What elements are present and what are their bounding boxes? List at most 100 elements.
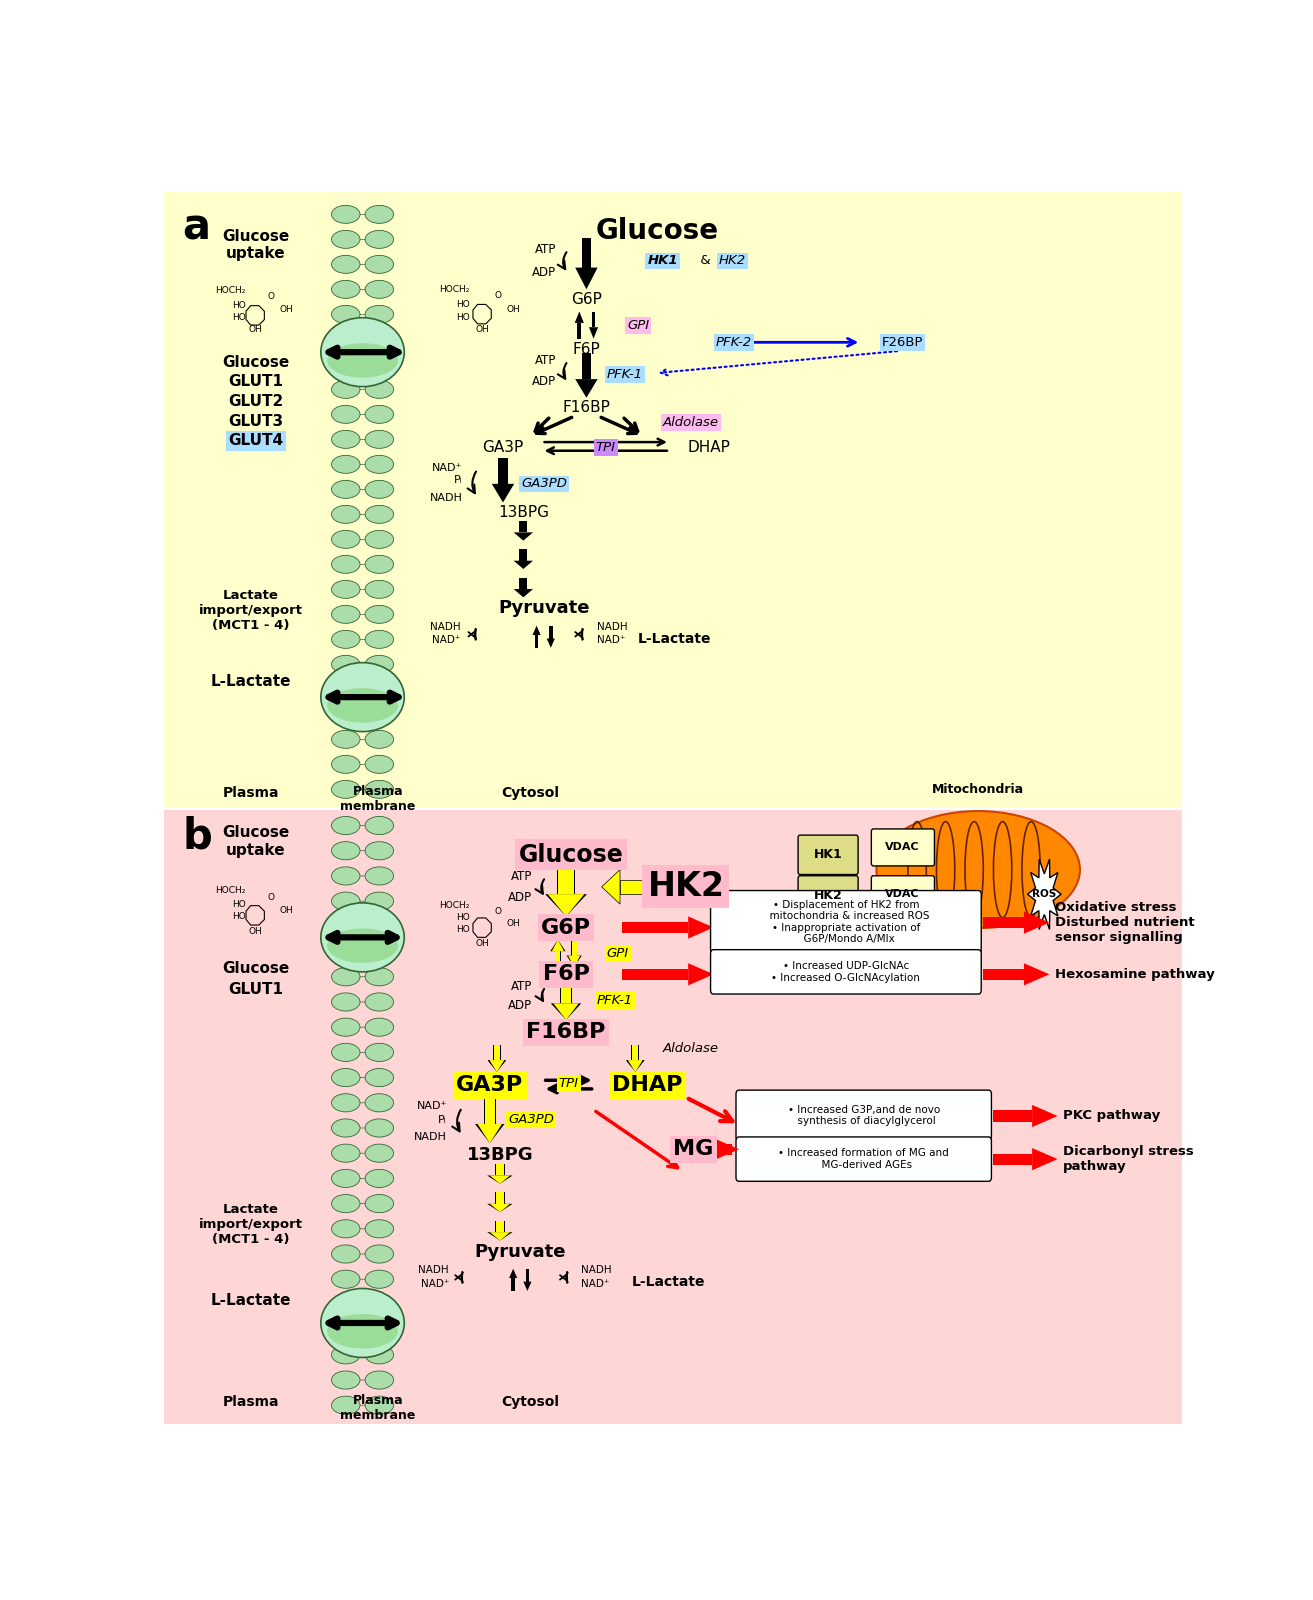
Text: ADP: ADP <box>532 266 555 278</box>
Ellipse shape <box>365 256 394 274</box>
Ellipse shape <box>365 630 394 648</box>
Text: DHAP: DHAP <box>612 1075 683 1094</box>
Ellipse shape <box>331 630 360 648</box>
Ellipse shape <box>365 893 394 910</box>
Polygon shape <box>487 1203 512 1213</box>
Text: ROS: ROS <box>1032 890 1057 899</box>
Ellipse shape <box>331 1320 360 1339</box>
Bar <box>495 1192 506 1203</box>
Polygon shape <box>478 1123 502 1142</box>
Text: Glucose: Glucose <box>222 960 289 976</box>
Ellipse shape <box>365 656 394 674</box>
Text: PKC pathway: PKC pathway <box>1062 1109 1159 1123</box>
Polygon shape <box>513 560 533 570</box>
Text: Hexosamine pathway: Hexosamine pathway <box>1054 968 1215 981</box>
Ellipse shape <box>331 680 360 698</box>
Text: NAD⁺: NAD⁺ <box>432 462 462 474</box>
Polygon shape <box>714 1138 739 1160</box>
Text: GA3PD: GA3PD <box>508 1114 554 1126</box>
Text: GLUT1: GLUT1 <box>228 982 284 997</box>
Bar <box>620 880 642 894</box>
Text: Lactate
import/export
(MCT1 - 4): Lactate import/export (MCT1 - 4) <box>198 1203 302 1246</box>
Text: NADH: NADH <box>429 493 462 502</box>
Ellipse shape <box>331 994 360 1011</box>
Polygon shape <box>551 939 565 952</box>
Text: GLUT2: GLUT2 <box>228 394 284 410</box>
Ellipse shape <box>331 942 360 960</box>
Text: Glucose
uptake: Glucose uptake <box>222 826 289 858</box>
Text: NAD⁺: NAD⁺ <box>420 1278 449 1288</box>
Polygon shape <box>626 1061 645 1072</box>
Text: HO: HO <box>232 912 246 922</box>
Bar <box>558 864 574 894</box>
Ellipse shape <box>331 555 360 573</box>
Ellipse shape <box>331 1043 360 1061</box>
Bar <box>561 981 571 1003</box>
Ellipse shape <box>365 1118 394 1138</box>
Text: OH: OH <box>475 325 490 334</box>
Text: Oxidative stress
Disturbed nutrient
sensor signalling: Oxidative stress Disturbed nutrient sens… <box>1054 901 1194 944</box>
Text: NAD⁺: NAD⁺ <box>432 635 461 645</box>
Bar <box>494 1045 500 1061</box>
Ellipse shape <box>365 942 394 960</box>
FancyBboxPatch shape <box>872 875 935 912</box>
Ellipse shape <box>331 1195 360 1213</box>
Text: Cytosol: Cytosol <box>502 1395 559 1410</box>
Text: NADH: NADH <box>414 1131 446 1142</box>
Ellipse shape <box>327 1314 398 1349</box>
Text: Pyruvate: Pyruvate <box>474 1243 566 1261</box>
Ellipse shape <box>365 842 394 859</box>
Ellipse shape <box>320 902 404 971</box>
Text: OH: OH <box>249 325 263 334</box>
Text: HK1: HK1 <box>647 254 678 267</box>
Text: HO: HO <box>232 301 246 310</box>
Polygon shape <box>490 1061 504 1072</box>
Bar <box>632 1045 639 1061</box>
Text: a: a <box>183 206 210 248</box>
Text: • Increased UDP-GlcNAc
• Increased O-GlcNAcylation: • Increased UDP-GlcNAc • Increased O-Glc… <box>772 962 920 982</box>
Ellipse shape <box>331 256 360 274</box>
Ellipse shape <box>331 842 360 859</box>
Text: HO: HO <box>232 314 246 322</box>
Ellipse shape <box>331 205 360 224</box>
Ellipse shape <box>331 1270 360 1288</box>
Polygon shape <box>1032 1149 1057 1170</box>
Ellipse shape <box>365 1144 394 1162</box>
Polygon shape <box>492 483 515 502</box>
Text: NADH: NADH <box>419 1266 449 1275</box>
Polygon shape <box>569 955 580 966</box>
Bar <box>495 1192 504 1203</box>
Ellipse shape <box>331 867 360 885</box>
Text: L-Lactate: L-Lactate <box>210 674 291 688</box>
Text: TPI: TPI <box>596 440 616 453</box>
Text: GLUT1: GLUT1 <box>228 374 284 389</box>
Text: NADH: NADH <box>596 622 628 632</box>
Polygon shape <box>1024 963 1049 986</box>
Polygon shape <box>487 1232 512 1240</box>
Text: L-Lactate: L-Lactate <box>637 632 710 646</box>
Text: HOCH₂: HOCH₂ <box>215 286 246 294</box>
Ellipse shape <box>331 306 360 323</box>
Text: • Displacement of HK2 from
  mitochondria & increased ROS
• Inappropriate activa: • Displacement of HK2 from mitochondria … <box>763 899 930 944</box>
Ellipse shape <box>365 581 394 598</box>
Text: 13BPG: 13BPG <box>466 1147 533 1165</box>
Bar <box>571 939 578 955</box>
Polygon shape <box>626 1061 645 1072</box>
Polygon shape <box>546 638 555 648</box>
Bar <box>994 1154 1032 1165</box>
Ellipse shape <box>331 1371 360 1389</box>
Ellipse shape <box>320 662 404 731</box>
Polygon shape <box>1024 912 1049 934</box>
Bar <box>633 1045 638 1061</box>
Text: ADP: ADP <box>508 998 533 1011</box>
Ellipse shape <box>365 330 394 349</box>
Text: HK2: HK2 <box>718 254 746 267</box>
Ellipse shape <box>331 506 360 523</box>
Ellipse shape <box>365 1069 394 1086</box>
Polygon shape <box>509 1269 517 1278</box>
Ellipse shape <box>365 480 394 498</box>
Text: Glucose
uptake: Glucose uptake <box>222 229 289 261</box>
Bar <box>525 1269 529 1282</box>
Text: HO: HO <box>456 299 470 309</box>
Bar <box>592 312 596 328</box>
